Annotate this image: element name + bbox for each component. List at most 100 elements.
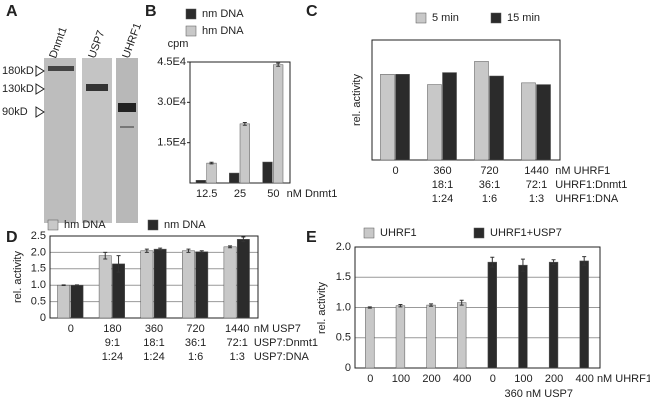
legend-swatch — [473, 227, 485, 239]
bar — [442, 72, 457, 161]
bar — [457, 302, 467, 369]
error-bar — [228, 245, 233, 249]
legend-swatch — [363, 227, 375, 239]
lane-label: USP7 — [86, 29, 107, 60]
error-bar — [186, 248, 191, 253]
x-tick-label: 360 — [433, 165, 451, 177]
error-bar — [74, 284, 79, 287]
bar — [427, 84, 442, 161]
x-tick-label: 1:3 — [529, 193, 544, 205]
plot-frame — [354, 246, 601, 369]
bar — [579, 260, 589, 369]
y-tick-label: 2.5 — [31, 230, 46, 242]
y-tick-label: 0.5 — [31, 296, 46, 308]
gel-lane — [116, 58, 138, 223]
bar — [426, 304, 436, 369]
bar — [182, 250, 195, 319]
gel-panel: A Dnmt1 USP7 UHRF1 180kD 130kD 90kD — [2, 3, 144, 223]
panel-letter: C — [306, 3, 318, 20]
x-tick-label: 1:6 — [188, 351, 203, 363]
legend-label: 5 min — [432, 12, 459, 24]
x-tick-label: 18:1 — [143, 337, 164, 349]
error-bar — [103, 251, 108, 260]
legend-label: UHRF1 — [380, 227, 417, 239]
legend-label: UHRF1+USP7 — [490, 227, 562, 239]
error-bar — [199, 250, 204, 254]
bar — [548, 261, 559, 369]
x-tick-label: 400 — [576, 373, 594, 385]
legend-swatch — [185, 25, 197, 37]
error-bar — [241, 236, 246, 243]
bar — [223, 246, 237, 319]
legend-swatch — [47, 219, 59, 231]
x-axis-label: nM USP7 — [254, 323, 301, 335]
x-tick-label: 0 — [68, 323, 74, 335]
error-bar — [61, 284, 66, 287]
y-axis-label: cpm — [168, 38, 189, 50]
legend-swatch — [185, 8, 197, 20]
legend-swatch — [415, 12, 427, 24]
gel-band — [118, 103, 136, 112]
y-axis-label: rel. activity — [351, 74, 363, 126]
y-tick-label: 1.5E4 — [157, 137, 186, 149]
x-tick-label: 180 — [103, 323, 121, 335]
bar — [195, 180, 206, 184]
y-axis-label: rel. activity — [316, 282, 328, 334]
bar — [474, 61, 489, 161]
y-tick-label: 1.0 — [31, 279, 46, 291]
x-tick-label: 50 — [267, 188, 279, 200]
bar — [140, 250, 154, 319]
x-tick-label: 1:24 — [102, 351, 123, 363]
x-axis-label: nM UHRF1 — [555, 165, 610, 177]
y-tick-label: 0.5 — [336, 332, 351, 344]
x-tick-label: 1:24 — [432, 193, 453, 205]
error-bar — [490, 256, 495, 268]
bar — [518, 264, 528, 369]
bar — [273, 64, 284, 184]
legend-label: 15 min — [507, 12, 540, 24]
gel-band — [120, 126, 134, 128]
x-tick-label: 72:1 — [526, 179, 547, 191]
error-bar — [520, 258, 525, 272]
marker-label: 90kD — [2, 106, 28, 118]
error-bar — [367, 306, 372, 309]
gel-band — [48, 66, 74, 71]
marker-arrow — [35, 65, 45, 118]
lane-label: UHRF1 — [120, 21, 144, 60]
y-tick-label: 0 — [345, 362, 351, 374]
group-label: 360 nM USP7 — [505, 388, 573, 400]
error-bar — [144, 248, 149, 253]
marker-label: 180kD — [2, 65, 34, 77]
x-tick-label: 12.5 — [196, 188, 217, 200]
error-bar — [116, 255, 121, 273]
x-tick-label: 0 — [392, 165, 398, 177]
marker-label: 130kD — [2, 83, 34, 95]
legend-label: hm DNA — [64, 219, 106, 231]
x-tick-label: 100 — [392, 373, 410, 385]
x-axis-label: USP7:Dnmt1 — [254, 337, 318, 349]
x-tick-label: 18:1 — [432, 179, 453, 191]
x-tick-label: 1:3 — [230, 351, 245, 363]
error-bar — [398, 303, 403, 308]
error-bar — [158, 247, 163, 251]
legend-swatch — [147, 219, 159, 231]
plot-frame — [371, 39, 561, 161]
error-bar — [276, 62, 281, 67]
x-tick-label: 1440 — [225, 323, 249, 335]
y-tick-label: 1.5 — [31, 263, 46, 275]
legend-label: hm DNA — [202, 25, 244, 37]
bar — [521, 82, 536, 161]
x-tick-label: 0 — [367, 373, 373, 385]
legend-label: nm DNA — [202, 8, 244, 20]
bar — [489, 75, 504, 161]
bar — [206, 162, 217, 184]
bar — [153, 248, 167, 319]
x-axis-label: nM Dnmt1 — [287, 188, 338, 200]
y-tick-label: 0 — [40, 312, 46, 324]
error-bar — [209, 161, 214, 165]
x-tick-label: 9:1 — [105, 337, 120, 349]
x-tick-label: 1:6 — [482, 193, 497, 205]
bar — [395, 74, 410, 161]
x-axis-label: USP7:DNA — [254, 351, 310, 363]
